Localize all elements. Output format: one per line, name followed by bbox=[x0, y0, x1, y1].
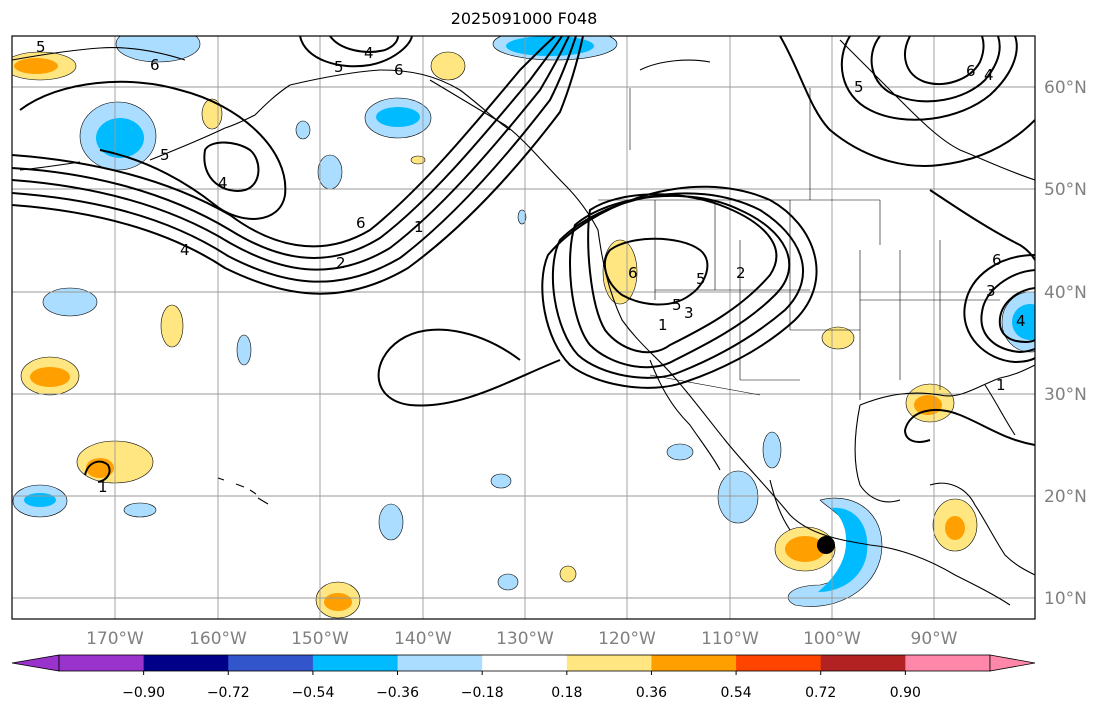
contour-labels: 5 6 4 5 6 5 4 6 6 4 1 2 5 6 5 4 2 3 1 5 … bbox=[36, 38, 1026, 496]
lon-tick: 100°W bbox=[803, 629, 861, 649]
gridlines bbox=[12, 36, 1035, 619]
colorbar: −0.90 −0.72 −0.54 −0.36 −0.18 0.18 0.36 0.54 0.7… bbox=[11, 654, 1036, 701]
lon-tick: 170°W bbox=[86, 629, 144, 649]
colorbar-tick-label: −0.54 bbox=[291, 685, 334, 701]
lat-tick: 50°N bbox=[1044, 180, 1087, 200]
colorbar-tick-label: −0.90 bbox=[122, 685, 165, 701]
lon-tick: 140°W bbox=[394, 629, 452, 649]
lon-tick: 150°W bbox=[291, 629, 349, 649]
colorbar-under-arrow bbox=[11, 654, 60, 672]
contour-label: 6 bbox=[992, 251, 1002, 269]
lon-tick: 130°W bbox=[496, 629, 554, 649]
colorbar-tick-label: 0.18 bbox=[551, 685, 582, 701]
contour-label: 6 bbox=[628, 264, 638, 282]
colorbar-cell bbox=[820, 655, 906, 671]
colorbar-tick-label: −0.36 bbox=[376, 685, 419, 701]
contours bbox=[12, 36, 1035, 483]
lat-tick: 10°N bbox=[1044, 589, 1087, 609]
contour-label: 4 bbox=[364, 44, 374, 62]
colorbar-cell bbox=[566, 655, 652, 671]
lon-tick: 90°W bbox=[911, 629, 958, 649]
colorbar-cell bbox=[482, 655, 568, 671]
contour-label: 3 bbox=[986, 282, 996, 300]
longitude-axis: 170°W 160°W 150°W 140°W 130°W 120°W 110°… bbox=[86, 629, 958, 649]
colorbar-cell bbox=[312, 655, 399, 671]
map-frame bbox=[11, 35, 1036, 620]
colorbar-over-arrow bbox=[989, 654, 1036, 672]
colorbar-tick-label: 0.36 bbox=[636, 685, 667, 701]
lat-tick: 30°N bbox=[1044, 385, 1087, 405]
colorbar-cell bbox=[143, 655, 229, 671]
map-panel: 5 6 4 5 6 5 4 6 6 4 1 2 5 6 5 4 2 3 1 5 … bbox=[12, 36, 1035, 619]
colorbar-tick-label: 0.72 bbox=[805, 685, 836, 701]
colorbar-cell bbox=[736, 655, 822, 671]
colorbar-cell bbox=[651, 655, 737, 671]
colorbar-tick-label: 0.54 bbox=[721, 685, 752, 701]
colorbar-tick-label: −0.72 bbox=[207, 685, 250, 701]
storm-marker-icon bbox=[817, 536, 835, 554]
lon-tick: 110°W bbox=[701, 629, 759, 649]
lat-tick: 40°N bbox=[1044, 283, 1087, 303]
contour-label: 3 bbox=[684, 304, 694, 322]
contour-label: 1 bbox=[658, 316, 668, 334]
lon-tick: 120°W bbox=[598, 629, 656, 649]
contour-label: 5 bbox=[672, 296, 682, 314]
lon-tick: 160°W bbox=[189, 629, 247, 649]
contour-label: 6 bbox=[966, 62, 976, 80]
lat-tick: 20°N bbox=[1044, 487, 1087, 507]
colorbar-cell bbox=[59, 655, 145, 671]
political-borders bbox=[598, 88, 1000, 400]
contour-label: 2 bbox=[736, 264, 746, 282]
contour-label: 6 bbox=[356, 214, 366, 232]
lat-tick: 60°N bbox=[1044, 78, 1087, 98]
contour-label: 5 bbox=[160, 146, 170, 164]
colorbar-cell bbox=[228, 655, 314, 671]
colorbar-tick-label: −0.18 bbox=[461, 685, 504, 701]
contour-label: 5 bbox=[854, 78, 864, 96]
map-title: 2025091000 F048 bbox=[450, 9, 598, 28]
contour-label: 2 bbox=[336, 254, 346, 272]
latitude-axis: 60°N 50°N 40°N 30°N 20°N 10°N bbox=[1044, 78, 1087, 609]
contour-label: 6 bbox=[150, 56, 160, 74]
contour-label: 4 bbox=[218, 174, 228, 192]
colorbar-tick-label: 0.90 bbox=[890, 685, 921, 701]
colorbar-cell bbox=[397, 655, 483, 671]
anomaly-shading bbox=[12, 36, 1035, 619]
contour-label: 6 bbox=[394, 61, 404, 79]
contour-label: 4 bbox=[1016, 312, 1026, 330]
contour-label: 5 bbox=[696, 270, 706, 288]
colorbar-cell bbox=[905, 655, 991, 671]
contour-label: 4 bbox=[984, 66, 994, 84]
contour-label: 1 bbox=[98, 478, 108, 496]
contour-label: 5 bbox=[334, 58, 344, 76]
contour-label: 1 bbox=[414, 218, 424, 236]
contour-label: 5 bbox=[36, 38, 46, 56]
contour-label: 1 bbox=[996, 376, 1006, 394]
contour-label: 4 bbox=[180, 241, 190, 259]
